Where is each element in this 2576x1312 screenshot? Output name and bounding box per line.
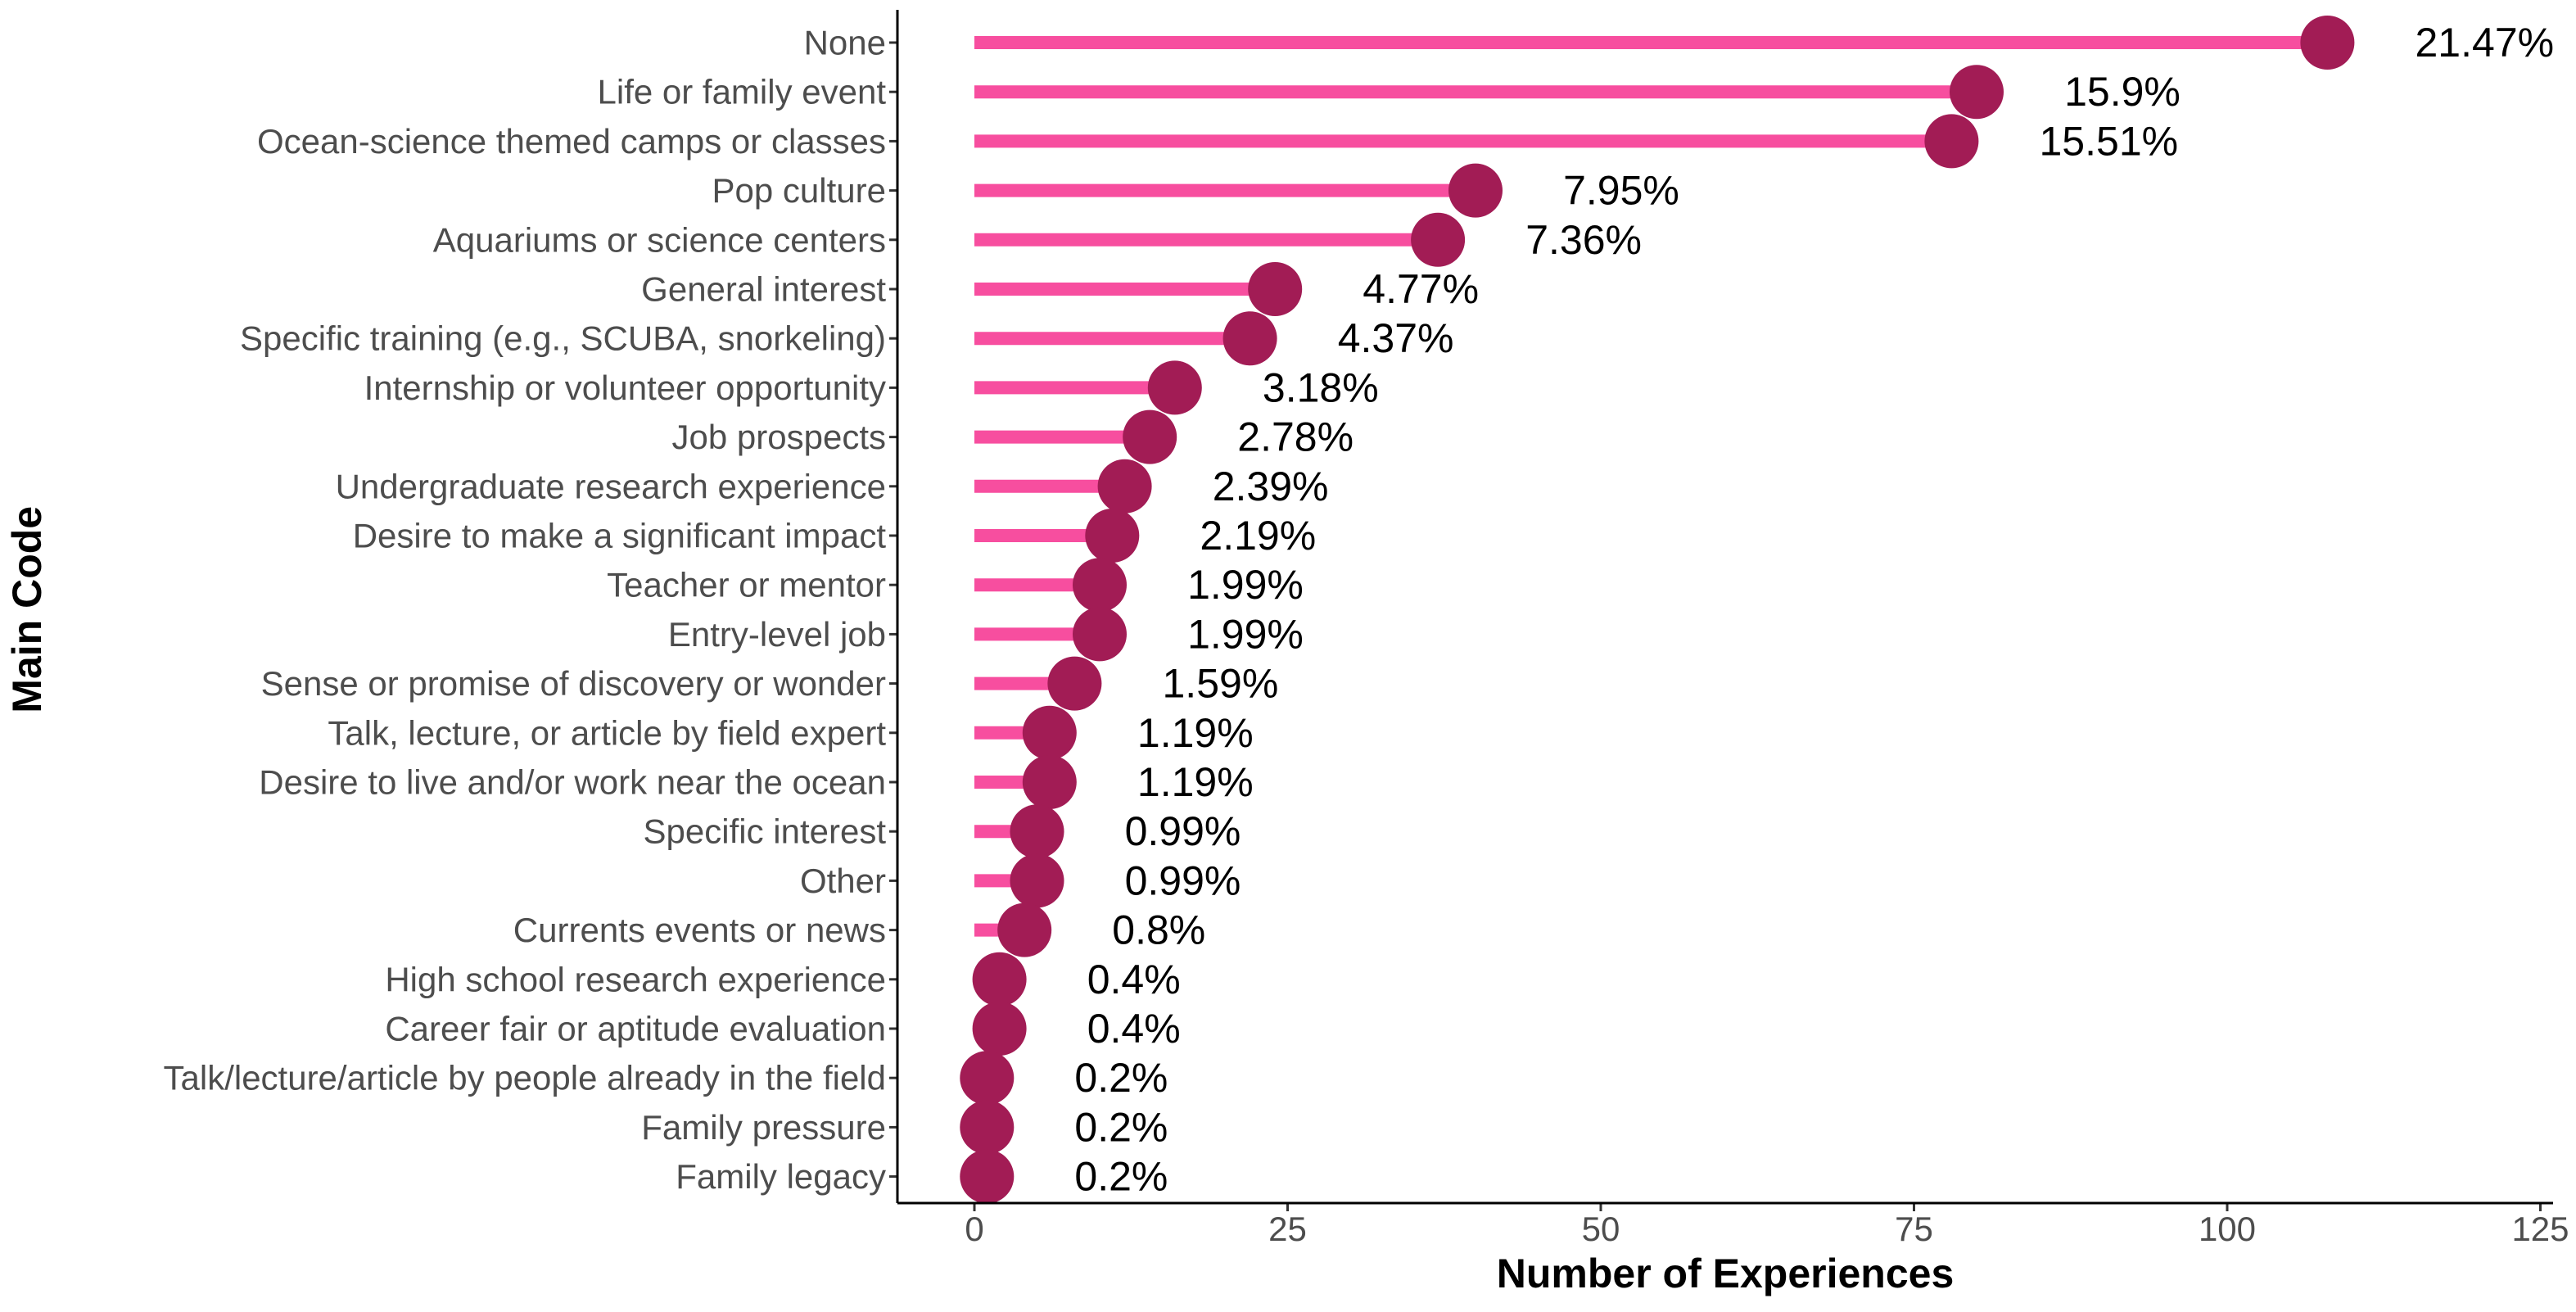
point (1924, 114, 1979, 169)
data-label: 0.4% (1087, 957, 1181, 1002)
category-label: High school research experience (385, 960, 886, 998)
point (960, 1051, 1015, 1106)
x-axis-title: Number of Experiences (1497, 1251, 1955, 1296)
data-label: 7.36% (1525, 217, 1642, 263)
category-label: Undergraduate research experience (336, 467, 886, 505)
point (960, 1100, 1015, 1155)
category-label: General interest (641, 270, 886, 309)
category-label: Aquariums or science centers (433, 220, 886, 259)
point (1222, 311, 1277, 366)
data-label: 7.95% (1563, 168, 1679, 214)
point (972, 952, 1027, 1007)
x-tick-label: 50 (1582, 1210, 1620, 1248)
category-label: Ocean-science themed camps or classes (257, 122, 886, 161)
data-label: 2.19% (1200, 513, 1316, 559)
category-label: Currents events or news (513, 911, 886, 949)
point (1073, 558, 1127, 613)
data-label: 0.99% (1125, 857, 1241, 903)
category-label: Family pressure (641, 1108, 886, 1147)
category-label: Career fair or aptitude evaluation (385, 1010, 886, 1048)
data-label: 4.77% (1363, 266, 1479, 312)
category-label: Specific interest (644, 812, 887, 851)
point (1950, 65, 2004, 120)
data-label: 0.8% (1112, 907, 1205, 953)
point (1248, 262, 1303, 316)
x-ticks (973, 1203, 2542, 1211)
data-label: 0.99% (1125, 808, 1241, 854)
category-label: Internship or volunteer opportunity (364, 369, 886, 407)
data-label: 15.51% (2040, 118, 2179, 164)
category-label: Other (800, 862, 886, 900)
data-labels: 21.47% 15.9%15.51% 7.95%7.36% 4.77%4.37%3.1… (1074, 20, 2554, 1200)
x-tick-label: 0 (965, 1210, 983, 1248)
y-tick-labels: None Life or family event Ocean-science th… (164, 24, 887, 1197)
data-label: 2.78% (1237, 414, 1354, 460)
data-label: 4.37% (1338, 315, 1454, 361)
x-tick-label: 100 (2199, 1210, 2256, 1248)
category-label: Specific training (e.g., SCUBA, snorkeli… (240, 319, 886, 358)
point (1411, 212, 1466, 267)
data-label: 1.19% (1137, 759, 1254, 805)
data-label: 21.47% (2416, 20, 2555, 66)
x-tick-labels: 0 25 50 75 100 125 (965, 1210, 2569, 1248)
category-label: Talk, lecture, or article by field exper… (328, 713, 886, 752)
category-label: None (804, 24, 886, 62)
x-tick-label: 25 (1268, 1210, 1307, 1248)
point (1147, 360, 1202, 415)
point (1448, 163, 1503, 218)
point (1022, 705, 1077, 760)
data-label: 1.19% (1137, 710, 1254, 756)
point (1010, 853, 1064, 908)
data-label: 1.99% (1187, 562, 1304, 608)
data-label: 3.18% (1263, 364, 1379, 410)
category-label: Job prospects (672, 418, 886, 456)
data-label: 15.9% (2064, 69, 2181, 115)
category-label: Pop culture (712, 171, 886, 210)
y-axis-title: Main Code (4, 506, 50, 713)
point (1073, 607, 1127, 662)
point (1022, 755, 1077, 809)
category-label: Entry-level job (668, 615, 886, 654)
category-label: Teacher or mentor (607, 566, 886, 604)
x-tick-label: 75 (1895, 1210, 1933, 1248)
category-label: Desire to make a significant impact (353, 517, 887, 555)
x-tick-label: 125 (2511, 1210, 2569, 1248)
point (1123, 409, 1177, 464)
point (997, 903, 1052, 957)
data-label: 0.2% (1074, 1055, 1168, 1101)
category-label: Life or family event (598, 73, 887, 111)
data-label: 0.4% (1087, 1006, 1181, 1052)
y-ticks (889, 41, 897, 1179)
point (1097, 459, 1152, 513)
category-label: Desire to live and/or work near the ocea… (259, 763, 886, 802)
point (1047, 656, 1102, 711)
category-label: Talk/lecture/article by people already i… (164, 1059, 887, 1097)
category-label: Family legacy (676, 1157, 886, 1196)
data-label: 2.39% (1213, 464, 1329, 509)
point (1010, 804, 1064, 859)
category-label: Sense or promise of discovery or wonder (261, 664, 886, 703)
data-label: 1.59% (1163, 661, 1279, 707)
point (2300, 16, 2355, 70)
point (972, 1002, 1027, 1056)
data-label: 1.99% (1187, 611, 1304, 657)
data-label: 0.2% (1074, 1154, 1168, 1200)
points (960, 16, 2355, 1204)
point (1085, 509, 1140, 563)
data-label: 0.2% (1074, 1104, 1168, 1150)
point (960, 1149, 1015, 1204)
